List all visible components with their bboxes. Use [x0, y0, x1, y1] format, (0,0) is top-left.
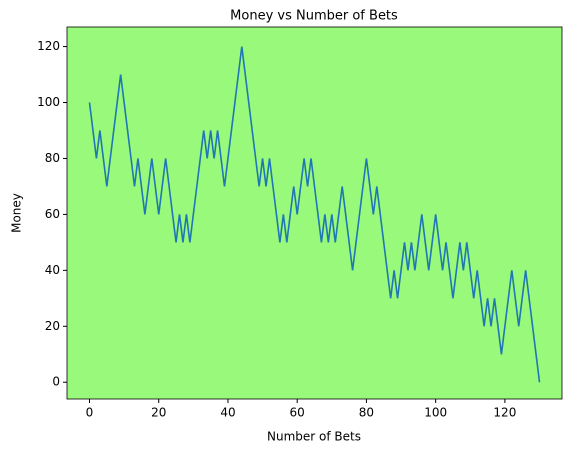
y-tick-label: 60	[45, 207, 60, 221]
y-tick-label: 20	[45, 319, 60, 333]
y-tick-label: 100	[37, 95, 60, 109]
y-tick-label: 0	[52, 375, 60, 389]
line-series	[88, 46, 541, 383]
x-tick-label: 120	[493, 406, 516, 420]
x-tick-label: 40	[220, 406, 235, 420]
x-tick-label: 80	[359, 406, 374, 420]
y-tick-label: 40	[45, 263, 60, 277]
x-tick-label: 60	[290, 406, 305, 420]
y-tick-label: 80	[45, 151, 60, 165]
plot-area	[67, 27, 562, 399]
y-tick-label: 120	[37, 39, 60, 53]
x-tick-label: 100	[424, 406, 447, 420]
plot-frame	[66, 26, 563, 400]
y-axis-label: Money	[10, 193, 24, 233]
chart-title: Money vs Number of Bets	[230, 9, 398, 24]
x-axis-label: Number of Bets	[267, 430, 361, 444]
x-tick-label: 20	[151, 406, 166, 420]
x-tick-label: 0	[86, 406, 94, 420]
